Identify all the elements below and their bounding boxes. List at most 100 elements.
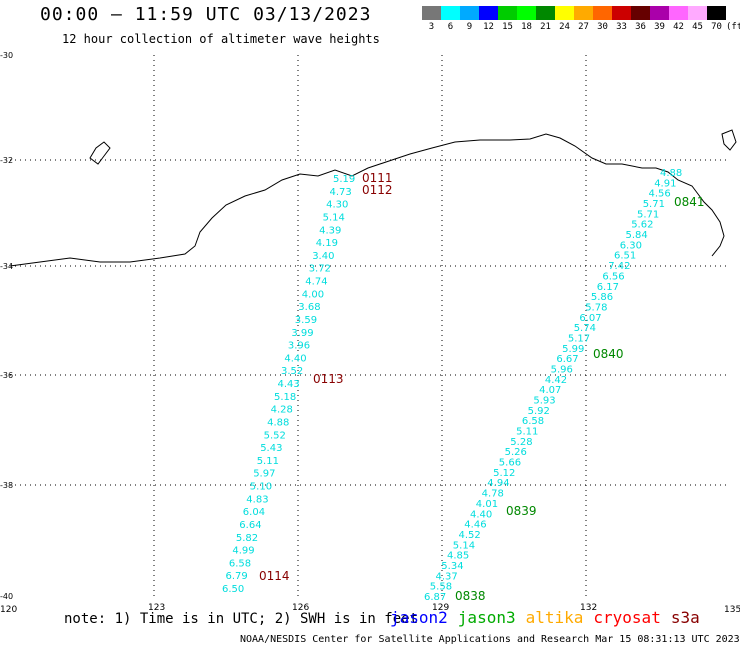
swh-value: 5.93: [533, 396, 555, 407]
lat-tick-label: -36: [0, 371, 13, 380]
scale-label: 30: [597, 22, 608, 32]
swh-value: 5.52: [264, 430, 286, 441]
swh-value: 4.39: [319, 225, 341, 236]
swh-value: 5.86: [591, 292, 613, 303]
scale-label: 45: [692, 22, 703, 32]
swh-value: 7.42: [608, 261, 630, 272]
swh-value: 6.51: [614, 251, 636, 262]
swh-value: 4.40: [284, 353, 306, 364]
swh-value: 3.72: [309, 264, 331, 275]
swh-value: 6.30: [620, 240, 642, 251]
swh-value: 5.10: [250, 482, 272, 493]
scale-label: 27: [578, 22, 589, 32]
color-scale: [422, 6, 726, 20]
swh-value: 5.34: [441, 561, 463, 572]
island-outline: [721, 129, 737, 151]
swh-value: 4.83: [246, 494, 268, 505]
scale-swatch: [612, 6, 631, 20]
swh-value: 4.46: [464, 520, 486, 531]
swh-value: 4.88: [267, 417, 289, 428]
swh-value: 5.19: [333, 174, 355, 185]
swh-value: 3.99: [291, 328, 313, 339]
swh-value: 3.40: [312, 251, 334, 262]
swh-value: 6.79: [226, 571, 248, 582]
lon-tick-label: 126: [292, 603, 309, 613]
scale-swatch: [460, 6, 479, 20]
swh-value: 6.67: [556, 354, 578, 365]
scale-label: 3: [428, 22, 435, 32]
swh-value: 5.71: [637, 209, 659, 220]
pass-time-label: 0840: [593, 347, 624, 361]
swh-value: 4.28: [271, 405, 293, 416]
scale-swatch: [574, 6, 593, 20]
swh-value: 4.91: [654, 178, 676, 189]
pass-time-label: 0112: [362, 183, 393, 197]
scale-label: 24: [559, 22, 570, 32]
scale-label: 33: [616, 22, 627, 32]
scale-swatch: [650, 6, 669, 20]
satellite-legend-item: s3a: [670, 608, 700, 627]
lat-tick-label: -38: [0, 481, 13, 490]
scale-swatch: [631, 6, 650, 20]
scale-label: 15: [502, 22, 513, 32]
pass-time-label: 0113: [313, 372, 344, 386]
scale-label: 39: [654, 22, 665, 32]
swh-value: 6.58: [522, 416, 544, 427]
swh-value: 4.07: [539, 385, 561, 396]
swh-value: 6.07: [579, 313, 601, 324]
swh-value: 4.19: [316, 238, 338, 249]
scale-swatch: [555, 6, 574, 20]
swh-value: 5.74: [574, 323, 596, 334]
pass-time-label: 0841: [674, 195, 705, 209]
satellite-legend-item: jason3: [457, 608, 516, 627]
scale-swatch: [422, 6, 441, 20]
swh-value: 5.28: [510, 437, 532, 448]
graticule: [10, 55, 730, 600]
scale-label: 42: [673, 22, 684, 32]
scale-swatch: [536, 6, 555, 20]
swh-value: 4.30: [326, 200, 348, 211]
scale-swatch: [688, 6, 707, 20]
swh-value: 6.64: [239, 520, 261, 531]
swh-value: 4.56: [649, 189, 671, 200]
swh-value: 5.12: [493, 468, 515, 479]
swh-value: 5.18: [274, 392, 296, 403]
swh-value: 5.17: [568, 334, 590, 345]
swh-value: 5.99: [562, 344, 584, 355]
swh-value: 5.66: [499, 458, 521, 469]
scale-swatch: [517, 6, 536, 20]
swh-value: 5.97: [253, 469, 275, 480]
lat-tick-label: -34: [0, 262, 13, 271]
swh-value: 4.01: [476, 499, 498, 510]
scale-swatch: [498, 6, 517, 20]
swh-value: 5.92: [528, 406, 550, 417]
swh-value: 4.74: [305, 277, 327, 288]
satellite-legend-item: cryosat: [593, 608, 661, 627]
pass-time-label: 0114: [259, 569, 290, 583]
swh-value: 4.40: [470, 509, 492, 520]
swh-value: 6.04: [243, 507, 265, 518]
swh-value: 3.59: [295, 315, 317, 326]
swh-value: 5.82: [236, 533, 258, 544]
coastline: [9, 133, 725, 267]
swh-value: 4.94: [487, 478, 509, 489]
swh-value: 6.17: [597, 282, 619, 293]
swh-value: 4.37: [436, 571, 458, 582]
swh-value: 3.52: [281, 366, 303, 377]
swh-value: 5.62: [631, 220, 653, 231]
swh-value: 3.96: [288, 341, 310, 352]
scale-swatch: [479, 6, 498, 20]
lon-tick-label: 132: [580, 603, 597, 613]
scale-label: 18: [521, 22, 532, 32]
swh-value: 5.11: [257, 456, 279, 467]
satellite-legend-item: altika: [525, 608, 584, 627]
swh-value: 4.78: [482, 489, 504, 500]
swh-value: 5.11: [516, 427, 538, 438]
swh-value: 4.73: [330, 187, 352, 198]
swh-value: 5.14: [453, 540, 475, 551]
satellite-legend: jason2 jason3 altika cryosat s3a: [390, 608, 710, 627]
scale-swatch: [669, 6, 688, 20]
swh-value: 4.43: [278, 379, 300, 390]
swh-value: 5.26: [505, 447, 527, 458]
